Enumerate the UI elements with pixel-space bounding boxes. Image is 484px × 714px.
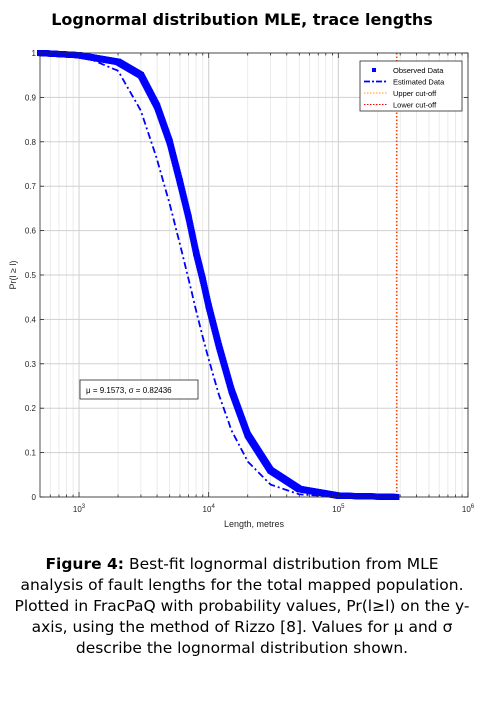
- y-tick-label: 0.4: [25, 315, 37, 324]
- y-tick-label: 0.8: [25, 138, 37, 147]
- estimated-line: [40, 52, 339, 498]
- observed-data-point: [199, 276, 206, 283]
- x-tick-label: 105: [332, 504, 345, 514]
- x-tick-label: 104: [203, 504, 216, 514]
- observed-data-point: [228, 387, 235, 394]
- annotation-box: [79, 379, 199, 400]
- observed-data-point: [244, 431, 251, 438]
- y-tick-label: 0.9: [25, 93, 37, 102]
- y-tick-label: 0.3: [25, 360, 37, 369]
- figure-caption: Figure 4: Best-fit lognormal distributio…: [14, 554, 470, 659]
- chart-title: Lognormal distribution MLE, trace length…: [51, 10, 433, 29]
- observed-data-point: [215, 343, 222, 350]
- ticks: [40, 52, 469, 498]
- y-tick-label: 0.5: [25, 271, 37, 280]
- observed-data-point: [176, 178, 183, 185]
- y-axis-label: Pr(l ≥ l): [8, 261, 18, 290]
- legend-label: Lower cut-off: [393, 101, 437, 110]
- x-tick-label: 106: [462, 504, 475, 514]
- x-tick-label: 103: [73, 504, 86, 514]
- legend: Observed Data Estimated Data Upper cut-off…: [359, 60, 463, 112]
- legend-label: Estimated Data: [393, 78, 445, 87]
- observed-data-point: [267, 467, 274, 474]
- annotation-text: μ = 9.1573, σ = 0.82436: [86, 386, 172, 395]
- observed-data-point: [296, 486, 303, 493]
- y-tick-label: 1: [32, 49, 37, 58]
- observed-data-point: [166, 138, 173, 145]
- legend-swatch: [372, 68, 376, 72]
- observed-series: [37, 50, 400, 500]
- legend-box: [359, 60, 463, 112]
- caption-text: Best-fit lognormal distribution from MLE…: [14, 555, 470, 657]
- legend-label: Upper cut-off: [393, 89, 437, 98]
- x-axis-label: Length, metres: [224, 519, 285, 529]
- y-tick-label: 0.7: [25, 182, 37, 191]
- y-tick-label: 0.6: [25, 227, 37, 236]
- y-tick-label: 0.1: [25, 449, 37, 458]
- observed-data-point: [115, 58, 122, 65]
- y-tick-label: 0.2: [25, 404, 37, 413]
- observed-data-point: [154, 103, 161, 110]
- observed-data-point: [185, 214, 192, 221]
- y-tick-label: 0: [32, 493, 37, 502]
- legend-label: Observed Data: [393, 66, 444, 75]
- observed-data-point: [193, 249, 200, 256]
- observed-data-point: [137, 72, 144, 79]
- observed-data-point: [205, 303, 212, 310]
- lognormal-chart: 0 0.1 0.2 0.3 0.4 0.5 0.6 0.7 0.8 0.9 1 103 104 105 10…: [8, 49, 475, 529]
- caption-label: Figure 4:: [45, 555, 125, 573]
